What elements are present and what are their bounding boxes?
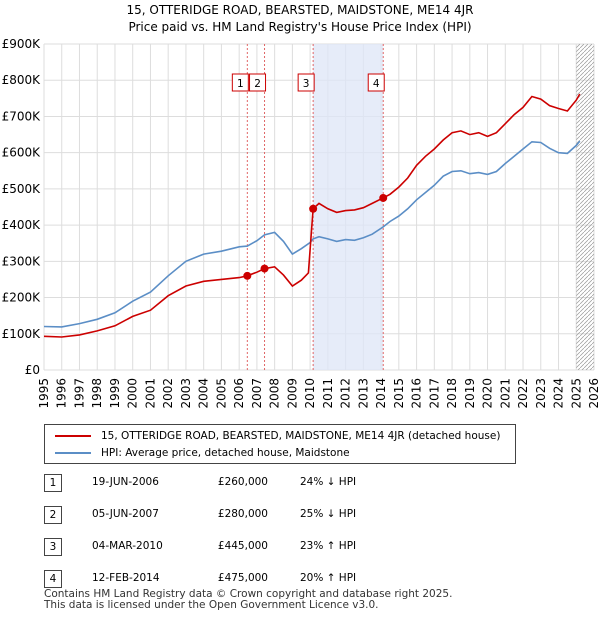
chart-legend: 15, OTTERIDGE ROAD, BEARSTED, MAIDSTONE,… [44,424,516,464]
x-tick-label: 2006 [232,378,246,409]
x-tick-label: 2003 [179,378,193,409]
legend-label-hpi: HPI: Average price, detached house, Maid… [101,447,350,459]
chart-title: 15, OTTERIDGE ROAD, BEARSTED, MAIDSTONE,… [126,3,474,17]
x-tick-label: 2002 [161,378,175,409]
x-tick-label: 2007 [250,378,264,409]
transaction-date: 19-JUN-2006 [92,476,159,488]
sale-label-number: 2 [254,78,261,90]
x-tick-label: 2004 [197,378,211,409]
transaction-price: £475,000 [217,572,268,584]
x-tick-label: 2012 [339,378,353,409]
x-tick-label: 2020 [481,378,495,409]
y-tick-label: £500K [2,182,42,196]
x-tick-label: 2016 [410,378,424,409]
forecast-hatch [576,44,594,370]
transaction-price: £280,000 [217,508,268,520]
y-tick-label: £200K [2,291,42,305]
table-row: 3 04-MAR-2010 £445,000 23% ↑ HPI [0,538,600,558]
sale-point [243,271,252,280]
transaction-hpi-diff: 25% ↓ HPI [300,508,357,520]
y-tick-label: £400K [2,218,42,232]
x-tick-label: 2011 [321,378,335,409]
y-tick-label: £700K [2,109,42,123]
table-row: 2 05-JUN-2007 £280,000 25% ↓ HPI [0,506,600,526]
x-tick-label: 1996 [55,378,69,409]
x-tick-label: 1999 [108,378,122,409]
x-tick-label: 2024 [552,378,566,409]
x-tick-label: 2005 [214,378,228,409]
x-tick-label: 2025 [569,378,583,409]
y-tick-label: £800K [2,73,42,87]
transaction-date: 05-JUN-2007 [92,508,159,520]
x-tick-label: 2015 [392,378,406,409]
table-row: 4 12-FEB-2014 £475,000 20% ↑ HPI [0,570,600,590]
transaction-price: £260,000 [217,476,268,488]
sale-point [379,193,388,202]
x-tick-label: 2022 [516,378,530,409]
y-tick-label: £600K [2,146,42,160]
x-tick-label: 2010 [303,378,317,409]
sale-label-box [297,73,315,92]
x-tick-label: 2019 [463,378,477,409]
x-tick-label: 2014 [374,378,388,409]
sale-label-number: 3 [303,78,310,90]
x-tick-label: 2021 [498,378,512,409]
transaction-hpi-diff: 23% ↑ HPI [300,540,357,552]
x-tick-label: 1995 [37,378,51,409]
footer-attribution: Contains HM Land Registry data © Crown c… [44,589,452,611]
legend-label-property: 15, OTTERIDGE ROAD, BEARSTED, MAIDSTONE,… [101,430,501,442]
x-tick-label: 1998 [90,378,104,409]
sale-point [260,264,269,273]
table-row: 1 19-JUN-2006 £260,000 24% ↓ HPI [0,474,600,494]
sale-label-box [249,73,267,92]
legend-swatch-hpi [55,452,91,454]
x-tick-label: 2023 [534,378,548,409]
transaction-number: 3 [44,538,62,556]
sale-label-box [367,73,385,92]
x-tick-label: 2018 [445,378,459,409]
x-tick-label: 2017 [427,378,441,409]
x-tick-label: 2001 [143,378,157,409]
transaction-hpi-diff: 24% ↓ HPI [300,476,357,488]
transaction-hpi-diff: 20% ↑ HPI [300,572,357,584]
sale-point [309,204,318,213]
transaction-date: 12-FEB-2014 [92,572,160,584]
x-tick-label: 2000 [126,378,140,409]
sale-label-number: 1 [237,78,244,90]
footer-line-2: This data is licensed under the Open Gov… [44,599,379,611]
transaction-date: 04-MAR-2010 [92,540,163,552]
x-tick-label: 1997 [72,378,86,409]
y-tick-label: £0 [25,363,40,377]
legend-swatch-property [55,435,91,437]
x-tick-label: 2026 [587,378,600,409]
x-tick-label: 2013 [356,378,370,409]
series-line-property [43,93,581,338]
chart-subtitle: Price paid vs. HM Land Registry's House … [128,20,472,34]
series-line-hpi [43,140,581,328]
y-tick-label: £300K [2,254,42,268]
sale-label-box [231,73,249,92]
x-tick-label: 2009 [285,378,299,409]
transaction-number: 1 [44,474,62,492]
footer-line-1: Contains HM Land Registry data © Crown c… [44,588,453,600]
transaction-number: 2 [44,506,62,524]
transaction-number: 4 [44,570,62,588]
y-tick-label: £100K [2,327,42,341]
legend-item-hpi: HPI: Average price, detached house, Maid… [55,445,350,461]
transaction-price: £445,000 [217,540,268,552]
x-tick-label: 2008 [268,378,282,409]
legend-item-property: 15, OTTERIDGE ROAD, BEARSTED, MAIDSTONE,… [55,428,500,444]
y-tick-label: £900K [2,37,42,51]
sale-label-number: 4 [373,78,380,90]
